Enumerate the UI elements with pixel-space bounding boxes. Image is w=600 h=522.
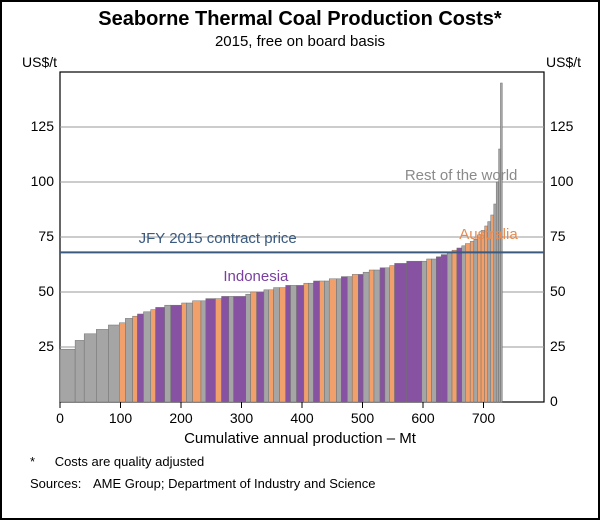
reference-line-label: JFY 2015 contract price — [139, 230, 297, 247]
footnote-text: Costs are quality adjusted — [55, 454, 205, 469]
x-tick: 400 — [282, 410, 322, 426]
footnote: * Costs are quality adjusted — [30, 454, 204, 469]
x-tick: 700 — [464, 410, 504, 426]
y-tick-left: 125 — [14, 118, 54, 134]
y-tick-left: 25 — [14, 338, 54, 354]
x-axis-label: Cumulative annual production – Mt — [2, 430, 598, 447]
chart-container: Seaborne Thermal Coal Production Costs* … — [0, 0, 600, 520]
x-tick: 200 — [161, 410, 201, 426]
legend-australia: Australia — [459, 226, 517, 243]
y-tick-left: 50 — [14, 283, 54, 299]
x-tick: 500 — [343, 410, 383, 426]
x-tick: 100 — [101, 410, 141, 426]
x-tick: 0 — [40, 410, 80, 426]
y-tick-right: 0 — [550, 393, 590, 409]
y-tick-right: 75 — [550, 228, 590, 244]
y-tick-right: 100 — [550, 173, 590, 189]
x-tick: 300 — [222, 410, 262, 426]
sources-text: AME Group; Department of Industry and Sc… — [93, 476, 376, 491]
y-tick-right: 125 — [550, 118, 590, 134]
y-tick-left: 100 — [14, 173, 54, 189]
x-tick: 600 — [403, 410, 443, 426]
y-tick-right: 50 — [550, 283, 590, 299]
y-tick-left: 75 — [14, 228, 54, 244]
sources: Sources: AME Group; Department of Indust… — [30, 476, 375, 491]
y-tick-right: 25 — [550, 338, 590, 354]
legend-indonesia: Indonesia — [223, 268, 288, 285]
footnote-marker: * — [30, 454, 35, 469]
legend-rest: Rest of the world — [405, 167, 518, 184]
sources-label: Sources: — [30, 476, 81, 491]
